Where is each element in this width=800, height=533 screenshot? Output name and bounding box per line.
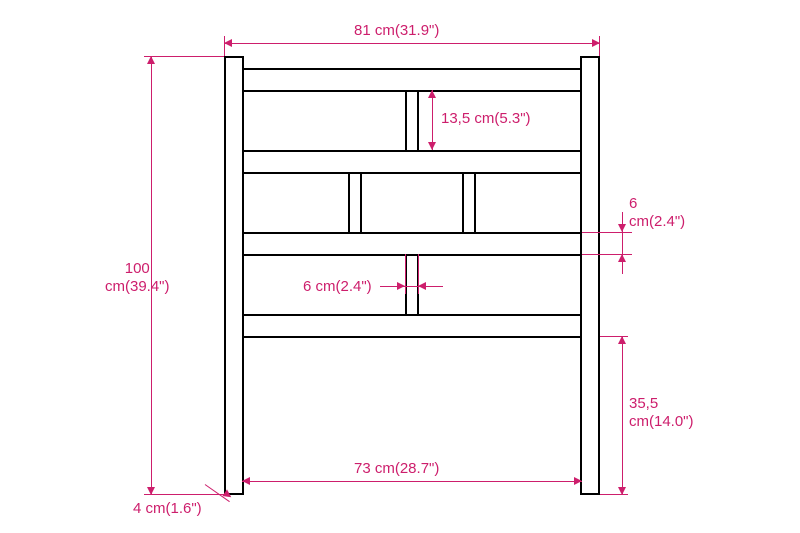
rail1-top <box>242 68 582 70</box>
dim-top-al <box>224 39 232 47</box>
dim-h-au <box>147 56 155 64</box>
right-post-inner <box>580 56 582 495</box>
dim-leg-line <box>622 336 623 494</box>
rail1-bot <box>242 90 582 92</box>
dim-inner-al <box>242 477 250 485</box>
dim-inner-label: 73 cm(28.7") <box>354 460 439 478</box>
slat2a-r <box>360 172 362 234</box>
dim-top-ar <box>592 39 600 47</box>
rail2-top <box>242 150 582 152</box>
left-post-top <box>224 56 244 58</box>
dim-rail-ad1 <box>618 224 626 232</box>
dim-h-ext-t <box>144 56 224 57</box>
dim-rail-line <box>622 212 623 274</box>
left-post-inner <box>242 56 244 495</box>
dim-top-label: 81 cm(31.9") <box>354 22 439 40</box>
dim-slat-ext-l <box>405 254 406 294</box>
dim-inner-ar <box>574 477 582 485</box>
dim-rail-au1 <box>618 254 626 262</box>
dim-depth-label: 4 cm(1.6") <box>133 500 202 518</box>
dim-slat-ar <box>397 282 405 290</box>
dim-panel-ad <box>428 142 436 150</box>
dim-panel-au <box>428 90 436 98</box>
rail3-bot <box>242 254 582 256</box>
dim-h-text: 100cm(39.4") <box>105 260 170 295</box>
slat1-l <box>405 90 407 152</box>
dim-panel-line <box>432 90 433 150</box>
dim-slat-al <box>418 282 426 290</box>
right-post-bottom <box>580 493 600 495</box>
diagram-canvas: 81 cm(31.9") 100cm(39.4") 13,5 cm(5.3") … <box>0 0 800 533</box>
dim-leg-au <box>618 336 626 344</box>
slat2b-l <box>462 172 464 234</box>
dim-leg-ad <box>618 487 626 495</box>
rail4-bot <box>242 336 582 338</box>
dim-h-ext-b <box>144 494 224 495</box>
dim-h-ad <box>147 487 155 495</box>
dim-inner-line <box>242 481 582 482</box>
dim-leg-label: 35,5cm(14.0") <box>629 395 694 431</box>
dim-rail-label: 6cm(2.4") <box>629 195 685 231</box>
dim-rail-text: 6cm(2.4") <box>629 195 685 230</box>
rail2-bot <box>242 172 582 174</box>
dim-rail-ext-t <box>582 232 632 233</box>
left-post-outer <box>224 56 226 495</box>
dim-slat-label: 6 cm(2.4") <box>303 278 372 296</box>
dim-top-line <box>224 43 600 44</box>
slat2a-l <box>348 172 350 234</box>
slat2b-r <box>474 172 476 234</box>
slat1-r <box>417 90 419 152</box>
dim-panel-label: 13,5 cm(5.3") <box>441 110 531 128</box>
right-post-top <box>580 56 600 58</box>
dim-leg-text: 35,5cm(14.0") <box>629 395 694 430</box>
rail4-top <box>242 314 582 316</box>
dim-slat-line <box>380 286 443 287</box>
right-post-outer <box>598 56 600 495</box>
dim-h-label: 100cm(39.4") <box>105 260 170 296</box>
rail3-top <box>242 232 582 234</box>
